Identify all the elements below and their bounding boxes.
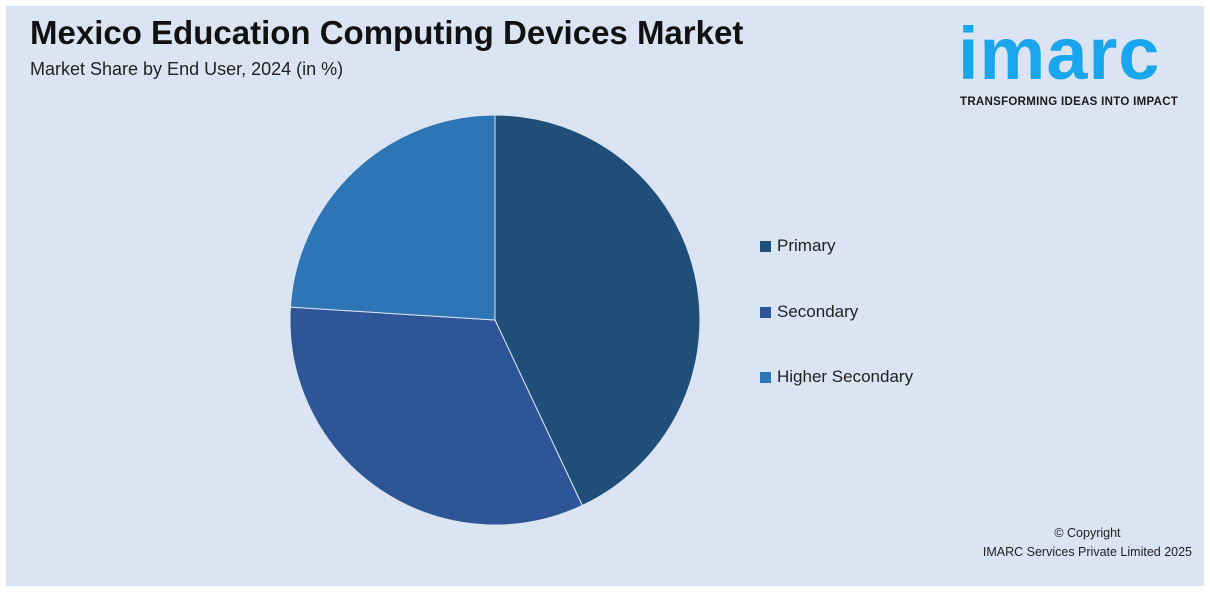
- chart-title: Mexico Education Computing Devices Marke…: [30, 14, 744, 51]
- pie-slice-secondary: [289, 306, 583, 526]
- logo-wordmark: imarc: [958, 12, 1161, 95]
- copyright-line-2: IMARC Services Private Limited 2025: [982, 545, 1192, 559]
- legend-swatch-primary: [760, 240, 771, 252]
- legend-swatch-higher-secondary: [760, 371, 771, 383]
- chart-subtitle: Market Share by End User, 2024 (in %): [30, 59, 344, 79]
- imarc-logo: imarc TRANSFORMING IDEAS INTO IMPACT: [954, 12, 1190, 112]
- pie-slice-primary: [494, 114, 701, 507]
- legend-label-primary: Primary: [777, 236, 836, 255]
- legend-label-higher-secondary: Higher Secondary: [777, 367, 914, 386]
- legend-item-higher-secondary: Higher Secondary: [760, 365, 913, 389]
- logo-tagline: TRANSFORMING IDEAS INTO IMPACT: [960, 96, 1179, 108]
- legend-item-secondary: Secondary: [760, 300, 858, 324]
- legend-item-primary: Primary: [760, 234, 836, 258]
- pie-slice-higher-secondary: [289, 114, 496, 321]
- legend-swatch-secondary: [760, 306, 771, 318]
- legend-label-secondary: Secondary: [777, 302, 859, 321]
- copyright-notice: © Copyright IMARC Services Private Limit…: [983, 524, 1192, 562]
- copyright-line-1: © Copyright: [1054, 526, 1121, 540]
